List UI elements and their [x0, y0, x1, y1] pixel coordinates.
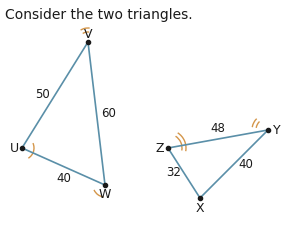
- Text: Z: Z: [156, 142, 164, 154]
- Text: 40: 40: [238, 158, 253, 171]
- Text: 32: 32: [167, 167, 181, 179]
- Text: U: U: [10, 142, 18, 154]
- Text: Y: Y: [273, 123, 281, 137]
- Text: 60: 60: [101, 107, 116, 120]
- Text: Consider the two triangles.: Consider the two triangles.: [5, 8, 193, 22]
- Text: W: W: [99, 187, 111, 201]
- Text: 40: 40: [56, 172, 71, 185]
- Text: V: V: [84, 27, 92, 41]
- Text: 50: 50: [36, 88, 50, 102]
- Text: X: X: [196, 202, 204, 214]
- Text: 48: 48: [211, 122, 225, 136]
